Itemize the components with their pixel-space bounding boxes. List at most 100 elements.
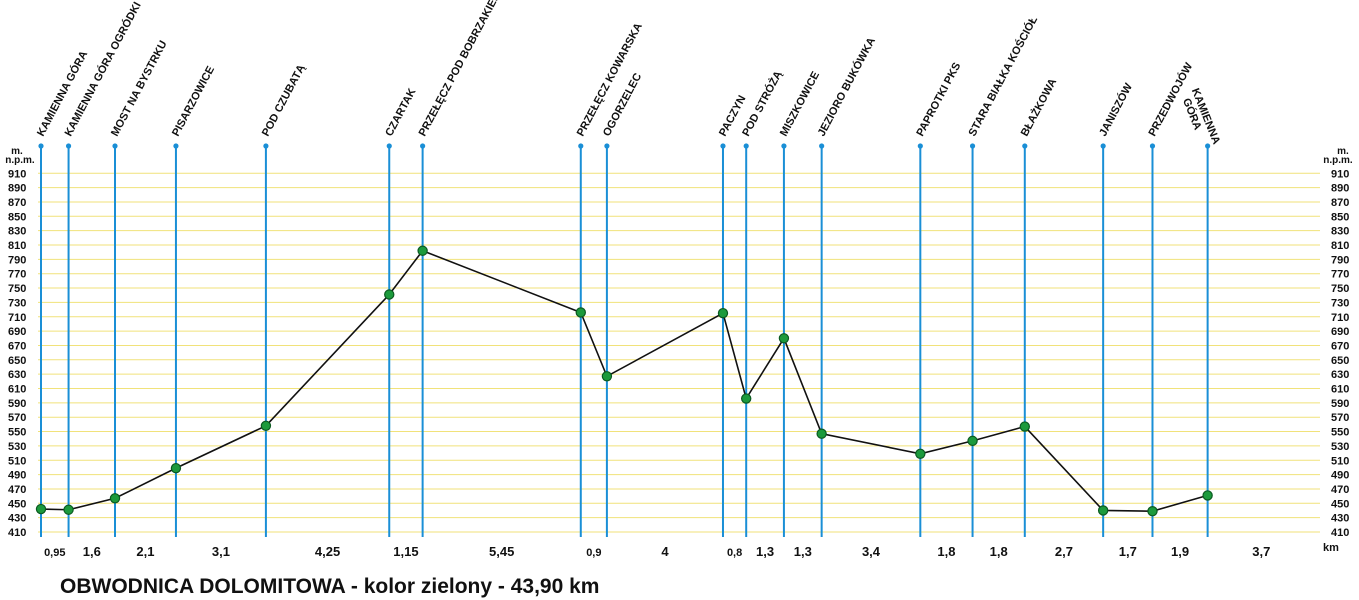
y-tick-right: 430 — [1331, 513, 1349, 525]
segment-distance: 1,6 — [83, 544, 101, 559]
y-tick-right: 410 — [1331, 527, 1349, 539]
place-line-cap — [173, 143, 179, 149]
place-line-cap — [743, 143, 749, 149]
elevation-point — [260, 420, 272, 432]
y-tick-right: 770 — [1331, 269, 1349, 281]
y-tick-right: 570 — [1331, 412, 1349, 424]
place-line-cap — [65, 143, 72, 149]
segment-distance: 2,1 — [136, 544, 154, 559]
place-line-cap — [38, 143, 44, 149]
segment-distance: 3,1 — [212, 544, 230, 559]
place-line-cap — [1100, 143, 1106, 149]
place-label: PAPROTKI PKS — [914, 61, 963, 139]
segment-distance: 0,9 — [586, 547, 601, 559]
y-tick-left: 710 — [8, 312, 26, 324]
elevation-point — [601, 371, 613, 382]
y-tick-right: 550 — [1331, 427, 1349, 439]
y-tick-left: 690 — [8, 326, 26, 338]
y-tick-right: 810 — [1331, 240, 1349, 252]
y-tick-left: 450 — [8, 498, 26, 510]
elevation-point — [717, 307, 729, 319]
place-line-cap — [263, 143, 269, 149]
y-tick-right: 890 — [1331, 183, 1349, 195]
y-tick-left: 830 — [8, 226, 26, 238]
y-tick-right: 650 — [1331, 355, 1349, 367]
y-unit-right-line1: m. — [1337, 146, 1349, 157]
place-label: KAMIENNA GÓRA — [34, 48, 90, 138]
elevation-point — [778, 333, 790, 344]
y-unit-left-line1: m. — [11, 146, 23, 157]
y-tick-left: 590 — [8, 398, 26, 410]
segment-distance: 0,95 — [44, 547, 65, 559]
segment-distance: 1,3 — [756, 544, 774, 559]
segment-distance: 1,8 — [990, 544, 1008, 559]
y-tick-right: 790 — [1331, 254, 1349, 266]
y-tick-right: 690 — [1331, 326, 1349, 338]
y-tick-left: 810 — [8, 240, 26, 252]
elevation-point — [1147, 505, 1158, 517]
y-tick-right: 750 — [1331, 283, 1349, 295]
place-label: KAMIENNAGÓRA — [1178, 87, 1222, 151]
place-line-cap — [917, 143, 923, 149]
elevation-point — [35, 503, 47, 515]
elevation-point — [967, 435, 978, 447]
grid — [38, 172, 1320, 533]
profile-points — [35, 245, 1213, 517]
segment-distance: 4,25 — [315, 544, 340, 559]
y-tick-right: 450 — [1331, 498, 1349, 510]
y-tick-right: 830 — [1331, 226, 1349, 238]
place-label: POD CZUBATĄ — [260, 63, 308, 139]
y-tick-left: 470 — [8, 484, 26, 496]
elevation-point — [417, 245, 428, 256]
elevation-point — [1097, 505, 1109, 516]
segment-distance: 1,3 — [794, 544, 812, 559]
y-tick-left: 630 — [8, 369, 26, 381]
elevation-point — [816, 428, 827, 439]
place-label: PRZEŁĘCZ POD BOBRZAKIEM — [417, 0, 504, 138]
profile-line — [40, 249, 1208, 512]
y-tick-left: 650 — [8, 355, 26, 367]
segment-distances: 0,95 1,6 2,1 3,1 4,25 1,15 5,45 0,9 4 0,8 1,3 1,3 3,… — [44, 544, 1270, 559]
segment-distance: 1,9 — [1171, 544, 1189, 559]
place-label: CZARTAK — [383, 87, 418, 139]
y-tick-left: 730 — [8, 297, 26, 309]
place-label: PISARZOWICE — [170, 64, 217, 138]
place-line-cap — [578, 143, 584, 149]
segment-distance: 0,8 — [727, 547, 742, 559]
elevation-point — [384, 289, 395, 300]
segment-distance: 2,7 — [1055, 544, 1073, 559]
place-line-cap — [112, 143, 118, 149]
x-unit-label: km — [1323, 542, 1339, 554]
place-line-cap — [1205, 143, 1211, 149]
y-unit-left-line2: n.p.m. — [5, 155, 35, 166]
place-line-cap — [969, 143, 976, 149]
place-label: BŁAŻKOWA — [1018, 76, 1059, 138]
y-tick-left: 610 — [8, 384, 26, 396]
place-line-cap — [781, 143, 787, 149]
elevation-point — [915, 448, 926, 459]
segment-distance: 5,45 — [489, 544, 514, 559]
place-line-cap — [1022, 143, 1028, 149]
y-tick-left: 410 — [8, 527, 26, 539]
y-axis-ticks: 410 410 430 430 450 450 470 470 490 490 510 510 530 5… — [8, 168, 1349, 539]
y-tick-left: 770 — [8, 269, 26, 281]
y-tick-left: 790 — [8, 254, 26, 266]
elevation-line — [40, 249, 1208, 512]
y-tick-right: 530 — [1331, 441, 1349, 453]
elevation-point — [170, 462, 182, 474]
y-tick-right: 630 — [1331, 369, 1349, 381]
y-tick-left: 550 — [8, 427, 26, 439]
segment-distance: 1,8 — [937, 544, 955, 559]
y-unit-right-line2: n.p.m. — [1323, 155, 1353, 166]
y-tick-right: 590 — [1331, 398, 1349, 410]
y-tick-left: 490 — [8, 470, 26, 482]
y-tick-left: 890 — [8, 183, 26, 195]
place-label: MISZKOWICE — [778, 70, 822, 139]
elevation-point — [109, 493, 121, 504]
y-tick-right: 730 — [1331, 297, 1349, 309]
y-tick-right: 490 — [1331, 470, 1349, 482]
y-tick-right: 610 — [1331, 384, 1349, 396]
